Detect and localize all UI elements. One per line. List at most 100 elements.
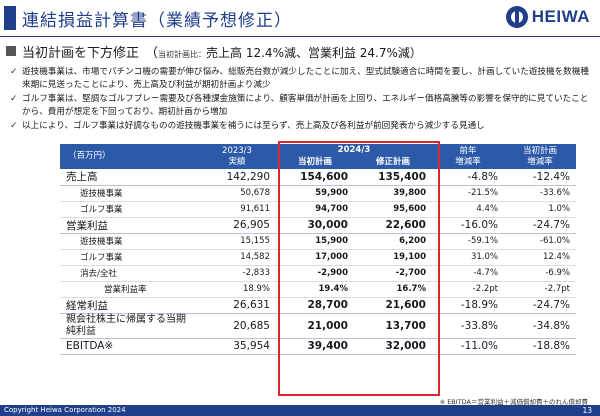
check-icon: ✓ (10, 94, 18, 104)
subtitle-main: 当初計画を下方修正 (22, 46, 140, 61)
cell-yoy: -16.0% (432, 217, 504, 234)
cell-initial: 19.4% (276, 281, 354, 298)
row-label: 親会社株主に帰属する当期純利益 (60, 313, 198, 339)
table-row-ordinary-income: 経常利益 26,631 28,700 21,600 -18.9% -24.7% (60, 297, 576, 314)
cell-prev: 50,678 (198, 185, 276, 202)
check-icon: ✓ (10, 67, 18, 77)
cell-prev: 26,905 (198, 217, 276, 234)
bullet-item: ✓ 遊技機事業は、市場でパチンコ機の需要が伸び悩み、総販売台数が減少したことに加え… (8, 66, 593, 92)
cell-initial: 28,700 (276, 297, 354, 314)
bullet-text: 遊技機事業は、市場でパチンコ機の需要が伸び悩み、総販売台数が減少したことに加え、… (22, 67, 589, 90)
header-vs-plan-label: 当初計画 (522, 145, 557, 156)
cell-initial: 30,000 (276, 217, 354, 234)
cell-vs-plan: -12.4% (504, 169, 576, 186)
cell-initial: 21,000 (276, 313, 354, 339)
header-vs-plan-sub: 増減率 (527, 156, 553, 167)
cell-yoy: -11.0% (432, 338, 504, 355)
row-label: 遊技機事業 (60, 233, 198, 250)
cell-revised: 16.7% (354, 281, 432, 298)
heiwa-logo: HEIWA (505, 6, 590, 28)
cell-initial: 17,000 (276, 249, 354, 266)
cell-yoy: -33.8% (432, 313, 504, 339)
square-bullet-icon (6, 46, 16, 56)
subtitle-detail: 売上高 12.4%減、営業利益 24.7%減） (206, 46, 422, 60)
header-divider (0, 36, 600, 37)
header-prev-year-sub: 実績 (228, 156, 246, 167)
subtitle-paren-open: （ (145, 46, 159, 61)
row-label: 経常利益 (60, 297, 198, 314)
cell-prev: 26,631 (198, 297, 276, 314)
row-label: 営業利益 (60, 217, 198, 234)
cell-vs-plan: 1.0% (504, 201, 576, 218)
slide-header: 連結損益計算書（業績予想修正） HEIWA (0, 0, 600, 34)
header-yoy-label: 前年 (459, 145, 477, 156)
row-label: ゴルフ事業 (60, 201, 198, 218)
bullet-item: ✓ 以上により、ゴルフ事業は好調なものの遊技機事業を補うには至らず、売上高及び各利… (8, 120, 593, 133)
cell-initial: 39,400 (276, 338, 354, 355)
header-initial-plan: 当初計画 (276, 156, 354, 169)
row-label: 遊技機事業 (60, 185, 198, 202)
table-row: 遊技機事業 15,155 15,900 6,200 -59.1% -61.0% (60, 233, 576, 250)
cell-prev: 142,290 (198, 169, 276, 186)
cell-revised: 39,800 (354, 185, 432, 202)
cell-vs-plan: -61.0% (504, 233, 576, 250)
cell-yoy: -4.7% (432, 265, 504, 282)
table-row: 消去/全社 -2,833 -2,900 -2,700 -4.7% -6.9% (60, 265, 576, 282)
cell-prev: 18.9% (198, 281, 276, 298)
table-row: 遊技機事業 50,678 59,900 39,800 -21.5% -33.6% (60, 185, 576, 202)
bullet-item: ✓ ゴルフ事業は、堅調なゴルフプレー需要及び各種課金施策により、顧客単価が計画を上… (8, 93, 593, 119)
section-subtitle: 当初計画を下方修正 （ 当初計画比： 売上高 12.4%減、営業利益 24.7%… (6, 42, 422, 62)
cell-revised: 95,600 (354, 201, 432, 218)
cell-initial: 154,600 (276, 169, 354, 186)
cell-vs-plan: -2.7pt (504, 281, 576, 298)
cell-revised: 19,100 (354, 249, 432, 266)
cell-prev: 20,685 (198, 313, 276, 339)
table-row-net-income: 親会社株主に帰属する当期純利益 20,685 21,000 13,700 -33… (60, 313, 576, 339)
logo-mark-icon (505, 6, 528, 28)
table-row-ebitda: EBITDA※ 35,954 39,400 32,000 -11.0% -18.… (60, 338, 576, 355)
page-number: 13 (582, 406, 592, 415)
cell-yoy: -21.5% (432, 185, 504, 202)
cell-vs-plan: -18.8% (504, 338, 576, 355)
cell-prev: -2,833 (198, 265, 276, 282)
cell-vs-plan: -24.7% (504, 217, 576, 234)
row-label: 消去/全社 (60, 265, 198, 282)
table-row: ゴルフ事業 91,611 94,700 95,600 4.4% 1.0% (60, 201, 576, 218)
cell-revised: 21,600 (354, 297, 432, 314)
cell-prev: 14,582 (198, 249, 276, 266)
cell-vs-plan: 12.4% (504, 249, 576, 266)
cell-initial: 59,900 (276, 185, 354, 202)
header-revised-plan: 修正計画 (354, 156, 432, 169)
header-prev-year-label: 2023/3 (222, 145, 252, 156)
cell-yoy: 31.0% (432, 249, 504, 266)
unit-label: （百万円） (60, 144, 198, 169)
check-icon: ✓ (10, 121, 18, 131)
row-label: 売上高 (60, 169, 198, 186)
cell-vs-plan: -33.6% (504, 185, 576, 202)
header-yoy-sub: 増減率 (455, 156, 481, 167)
header-period: 2024/3 (276, 144, 432, 156)
cell-yoy: -59.1% (432, 233, 504, 250)
cell-prev: 91,611 (198, 201, 276, 218)
table-row: ゴルフ事業 14,582 17,000 19,100 31.0% 12.4% (60, 249, 576, 266)
header-accent-bar (4, 6, 16, 30)
cell-revised: 22,600 (354, 217, 432, 234)
cell-prev: 35,954 (198, 338, 276, 355)
cell-initial: -2,900 (276, 265, 354, 282)
cell-vs-plan: -34.8% (504, 313, 576, 339)
table-row-sales: 売上高 142,290 154,600 135,400 -4.8% -12.4% (60, 169, 576, 186)
header-vs-plan: 当初計画 増減率 (504, 144, 576, 169)
cell-yoy: -2.2pt (432, 281, 504, 298)
subtitle-paren-label: 当初計画比： (158, 50, 207, 59)
bullet-text: ゴルフ事業は、堅調なゴルフプレー需要及び各種課金施策により、顧客単価が計画を上回… (22, 94, 589, 117)
table-header-row: （百万円） 2023/3 実績 2024/3 前年 増減率 当初計画 増減率 (60, 144, 576, 169)
cell-revised: 32,000 (354, 338, 432, 355)
cell-vs-plan: -24.7% (504, 297, 576, 314)
cell-yoy: 4.4% (432, 201, 504, 218)
cell-initial: 94,700 (276, 201, 354, 218)
cell-yoy: -4.8% (432, 169, 504, 186)
cell-revised: 135,400 (354, 169, 432, 186)
cell-vs-plan: -6.9% (504, 265, 576, 282)
cell-revised: 13,700 (354, 313, 432, 339)
cell-initial: 15,900 (276, 233, 354, 250)
